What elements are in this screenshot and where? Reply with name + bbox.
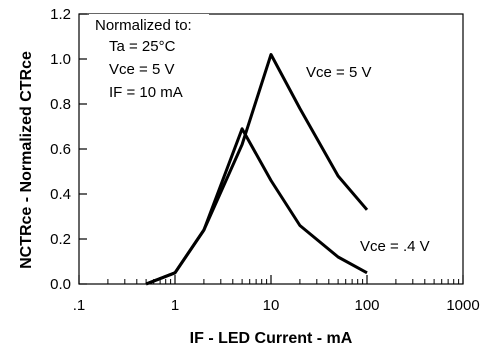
- legend-ta: Ta = 25°C: [109, 38, 176, 55]
- y-axis-label: NCTRce - Normalized CTRce: [18, 51, 35, 269]
- y-tick-label: 0.2: [50, 231, 71, 248]
- y-tick-label: 0.4: [50, 186, 71, 203]
- legend-title: Normalized to:: [95, 17, 192, 34]
- tick-labels: .1 1 10 100 1000 0.0 0.2 0.4 0.6 0.8 1.0 1.2: [50, 6, 480, 314]
- legend-box: Normalized to: Ta = 25°C Vce = 5 V IF = …: [89, 14, 209, 106]
- x-tick-label: 100: [354, 297, 379, 314]
- y-tick-label: 0.0: [50, 276, 71, 293]
- x-tick-label: 1000: [446, 297, 479, 314]
- legend-if: IF = 10 mA: [109, 84, 183, 101]
- series-label-vce-04v: Vce = .4 V: [360, 238, 430, 256]
- legend-vce: Vce = 5 V: [109, 61, 175, 78]
- x-tick-label: 1: [171, 297, 179, 314]
- y-tick-label: 0.6: [50, 141, 71, 158]
- y-tick-label: 1.0: [50, 51, 71, 68]
- x-axis-label: IF - LED Current - mA: [189, 330, 353, 347]
- series-label-vce-5v: Vce = 5 V: [306, 64, 372, 82]
- x-minor-ticks: [107, 279, 460, 284]
- y-tick-label: 1.2: [50, 6, 71, 23]
- x-tick-label: 10: [263, 297, 280, 314]
- series-line-1: [145, 127, 368, 286]
- series-layer: [145, 53, 369, 286]
- plot-frame: [78, 13, 464, 285]
- x-tick-label: .1: [73, 297, 86, 314]
- y-tick-label: 0.8: [50, 96, 71, 113]
